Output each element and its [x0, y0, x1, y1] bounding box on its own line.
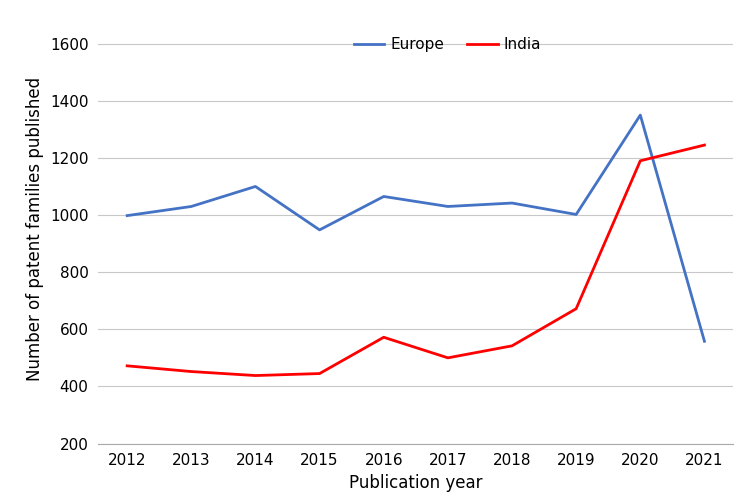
India	[507, 343, 516, 349]
Europe	[572, 212, 581, 218]
Europe	[507, 200, 516, 206]
Europe	[122, 213, 132, 219]
India	[443, 355, 452, 361]
Y-axis label: Number of patent families published: Number of patent families published	[26, 77, 45, 382]
Europe	[443, 204, 452, 210]
X-axis label: Publication year: Publication year	[349, 474, 482, 492]
Europe	[187, 204, 196, 210]
India	[122, 363, 132, 369]
India	[315, 370, 324, 376]
India	[251, 372, 260, 379]
Europe	[251, 183, 260, 190]
Europe	[315, 227, 324, 233]
India	[572, 306, 581, 312]
India	[636, 158, 645, 164]
Line: India: India	[127, 145, 705, 375]
India	[380, 334, 389, 340]
Line: Europe: Europe	[127, 115, 705, 341]
Legend: Europe, India: Europe, India	[348, 31, 547, 58]
India	[700, 142, 709, 148]
Europe	[700, 338, 709, 344]
India	[187, 368, 196, 374]
Europe	[380, 194, 389, 200]
Europe	[636, 112, 645, 118]
